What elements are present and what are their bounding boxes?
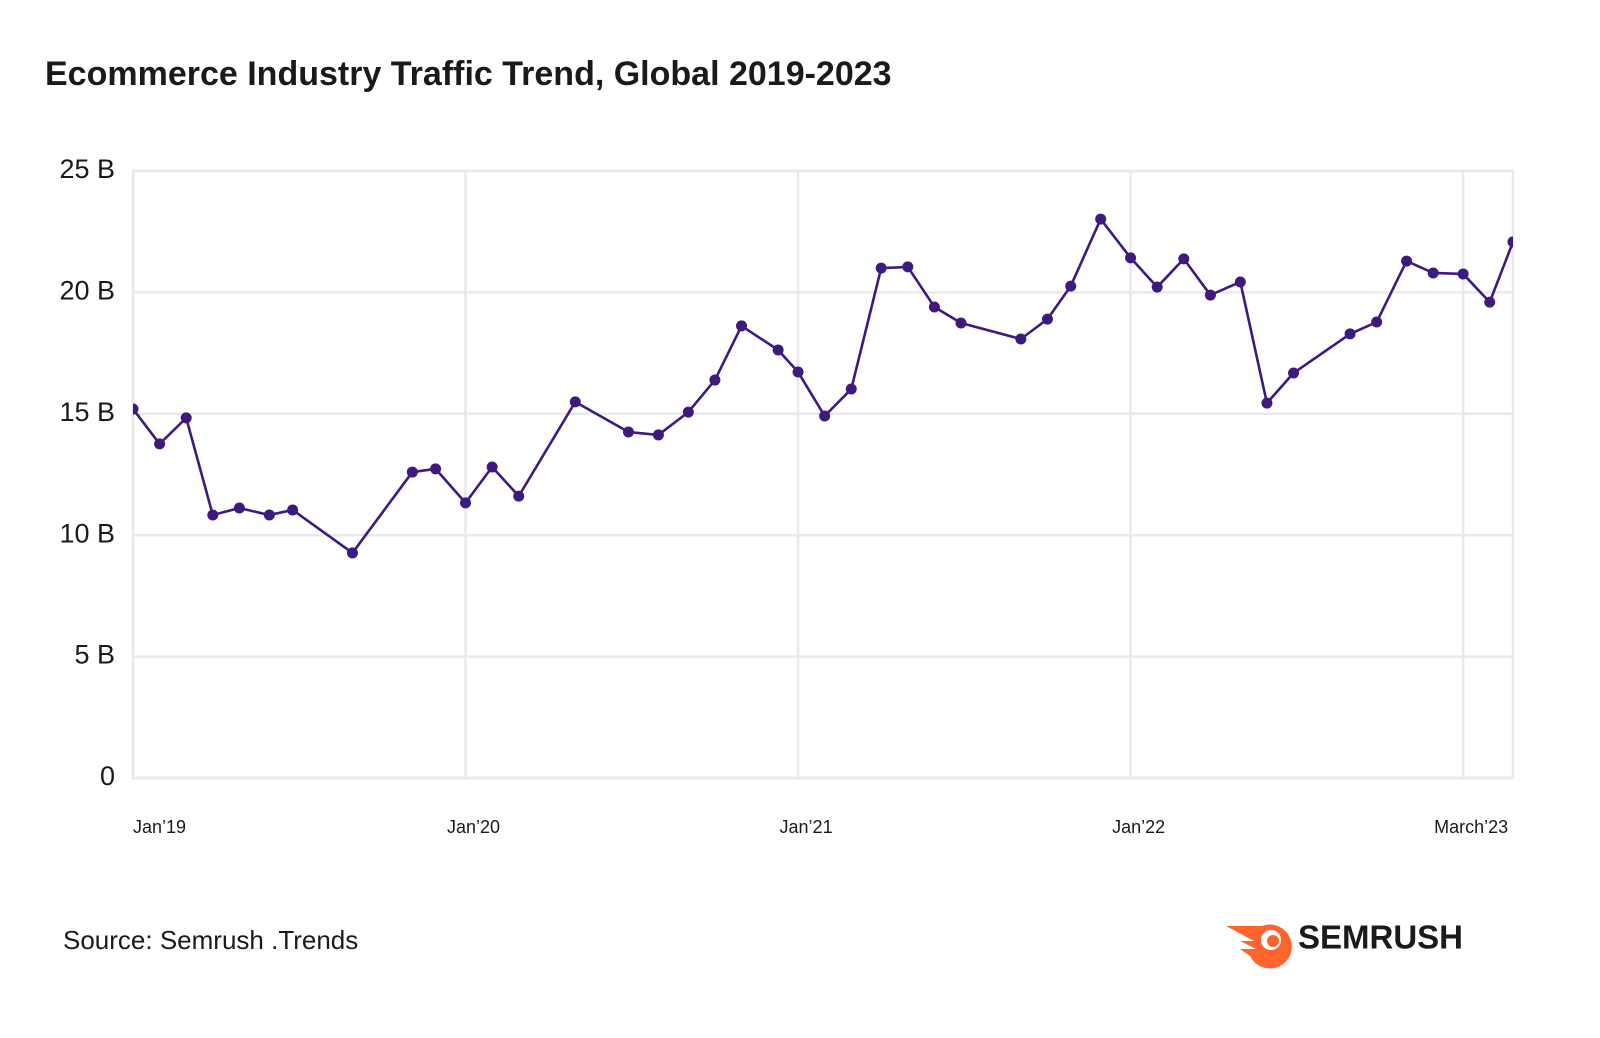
data-point [1288, 367, 1300, 379]
series-line [133, 217, 1513, 555]
x-tick-label: Jan’20 [447, 817, 500, 837]
data-point [1095, 213, 1107, 225]
data-point [709, 374, 721, 386]
data-point [1151, 281, 1163, 293]
chart-title: Ecommerce Industry Traffic Trend, Global… [45, 55, 892, 93]
data-point [1178, 253, 1190, 265]
logo: SEMRUSH [1226, 919, 1463, 969]
data-point [263, 509, 275, 521]
data-point [233, 502, 245, 514]
data-point [430, 463, 442, 475]
plot-frame [131, 169, 1515, 780]
y-tick-label: 25 B [59, 154, 115, 184]
data-point [1015, 333, 1027, 345]
data-point [1427, 267, 1439, 279]
source-note: Source: Semrush .Trends [63, 925, 358, 955]
data-point [955, 317, 967, 329]
data-point [1507, 236, 1513, 248]
data-point [819, 410, 831, 422]
data-point [1041, 313, 1053, 325]
data-point [1261, 397, 1273, 409]
data-point [154, 438, 166, 450]
data-point [1125, 252, 1137, 264]
logo-icon-eye [1267, 935, 1279, 947]
data-point [180, 412, 192, 424]
x-tick-label: Jan’19 [133, 817, 186, 837]
data-point [1371, 316, 1383, 328]
logo-icon [1226, 924, 1292, 969]
data-point [928, 301, 940, 313]
data-point [1065, 280, 1077, 292]
y-tick-label: 15 B [59, 397, 115, 427]
data-point [1457, 268, 1469, 280]
data-point [346, 547, 358, 559]
data-point [1344, 328, 1356, 340]
data-point [133, 403, 139, 415]
data-point [569, 396, 581, 408]
y-tick-label: 0 [100, 761, 115, 791]
data-point [287, 504, 299, 516]
logo-text: SEMRUSH [1298, 919, 1463, 956]
x-tick-label: Jan’22 [1112, 817, 1165, 837]
data-point [652, 429, 664, 441]
data-point [1234, 276, 1246, 288]
x-tick-label: Jan’21 [780, 817, 833, 837]
data-point [622, 426, 634, 438]
data-point [1484, 296, 1496, 308]
data-point [486, 461, 498, 473]
data-point [1204, 289, 1216, 301]
data-point [875, 262, 887, 274]
data-point [792, 366, 804, 378]
data-point [682, 406, 694, 418]
data-point [1401, 255, 1413, 267]
y-tick-label: 10 B [59, 518, 115, 548]
data-point [902, 261, 914, 273]
data-point [736, 320, 748, 332]
y-tick-label: 5 B [74, 640, 115, 670]
data-point [460, 497, 472, 509]
y-tick-label: 20 B [59, 276, 115, 306]
data-point [772, 344, 784, 356]
data-point [207, 509, 219, 521]
data-point [845, 383, 857, 395]
data-point [406, 466, 418, 478]
data-point [513, 490, 525, 502]
x-tick-label: March’23 [1434, 817, 1508, 837]
